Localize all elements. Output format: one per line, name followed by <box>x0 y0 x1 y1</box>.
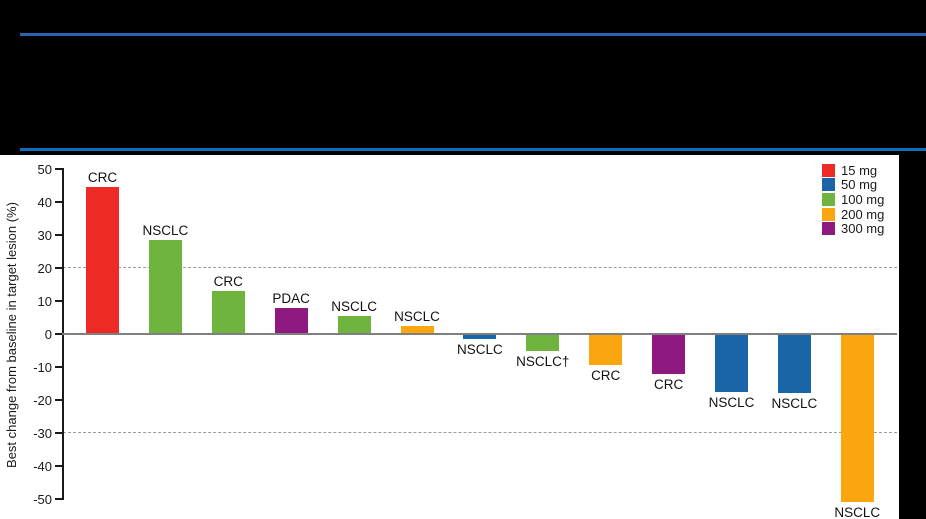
legend-swatch <box>822 192 835 206</box>
bar-label: NSCLC <box>457 341 503 357</box>
y-tick-label: -20 <box>33 392 52 408</box>
bar-label: NSCLC <box>708 394 755 410</box>
masthead-rule-top <box>20 33 926 36</box>
bar-11-nsclc <box>715 334 748 392</box>
y-tick-label: 10 <box>37 293 52 309</box>
y-tick-mark <box>55 267 62 269</box>
y-tick-mark <box>55 234 62 236</box>
y-tick-mark <box>55 366 62 368</box>
masthead-rule-bottom <box>20 148 926 151</box>
legend-swatch <box>822 163 835 177</box>
legend-swatch <box>822 222 835 236</box>
bar-label: CRC <box>591 368 621 384</box>
y-tick-label: 0 <box>44 326 52 342</box>
bar-label: NSCLC <box>331 298 377 314</box>
bar-label: CRC <box>653 376 684 392</box>
y-tick-mark <box>55 498 62 500</box>
chart-panel: Best change from baseline in target lesi… <box>0 155 899 519</box>
legend-item-15-mg: 15 mg <box>822 162 878 178</box>
legend-label: 200 mg <box>841 206 885 222</box>
bar-label: NSCLC <box>394 308 440 324</box>
bar-9-crc <box>589 334 623 366</box>
bar-7-nsclc <box>463 334 497 339</box>
legend-item-300-mg: 300 mg <box>822 221 885 237</box>
bar-label: PDAC <box>272 290 310 306</box>
zero-baseline <box>62 333 897 335</box>
legend-swatch <box>822 178 835 192</box>
bar-label: NSCLC† <box>516 353 570 369</box>
bar-2-nsclc <box>148 239 182 334</box>
legend-item-100-mg: 100 mg <box>822 191 885 207</box>
y-tick-label: 20 <box>37 260 52 276</box>
y-tick-mark <box>55 333 62 335</box>
bar-label: NSCLC <box>834 505 881 519</box>
legend-label: 50 mg <box>841 177 878 193</box>
y-tick-label: -10 <box>33 359 52 375</box>
legend-label: 15 mg <box>841 162 878 178</box>
plot-area: 50 40 30 20 10 0 -10 -20 -30 -40 -50 CRC NSCLC CRC PDA… <box>0 155 899 519</box>
bar-12-nsclc <box>777 334 811 394</box>
y-tick-mark <box>55 465 62 467</box>
bar-label: NSCLC <box>771 396 818 412</box>
bar-5-nsclc <box>337 315 371 334</box>
bar-label: CRC <box>87 170 118 186</box>
bar-10-crc <box>652 334 686 374</box>
reference-line-20 <box>63 267 897 268</box>
bar-label: CRC <box>213 274 243 290</box>
legend-swatch <box>822 207 835 221</box>
bar-1-crc <box>86 187 119 334</box>
y-tick-label: -30 <box>33 425 52 441</box>
legend-item-200-mg: 200 mg <box>822 206 885 222</box>
y-tick-label: 30 <box>37 227 52 243</box>
legend-label: 100 mg <box>841 191 885 207</box>
bar-8-nsclc <box>526 334 560 351</box>
y-tick-label: 40 <box>37 194 52 210</box>
bar-6-nsclc <box>400 325 434 334</box>
y-tick-mark <box>55 432 62 434</box>
reference-line--30 <box>63 432 897 433</box>
y-tick-mark <box>55 168 62 170</box>
y-tick-mark <box>55 300 62 302</box>
legend-item-50-mg: 50 mg <box>822 177 878 193</box>
bar-3-crc <box>211 291 245 334</box>
y-tick-mark <box>55 399 62 401</box>
legend-label: 300 mg <box>841 221 885 237</box>
masthead-redacted <box>0 0 926 155</box>
bar-4-pdac <box>274 307 308 334</box>
bar-label: NSCLC <box>142 222 189 238</box>
y-tick-label: -50 <box>33 491 52 507</box>
y-tick-label: -40 <box>33 458 52 474</box>
bar-13-nsclc <box>840 334 874 503</box>
y-tick-label: 50 <box>37 161 52 177</box>
y-tick-mark <box>55 201 62 203</box>
